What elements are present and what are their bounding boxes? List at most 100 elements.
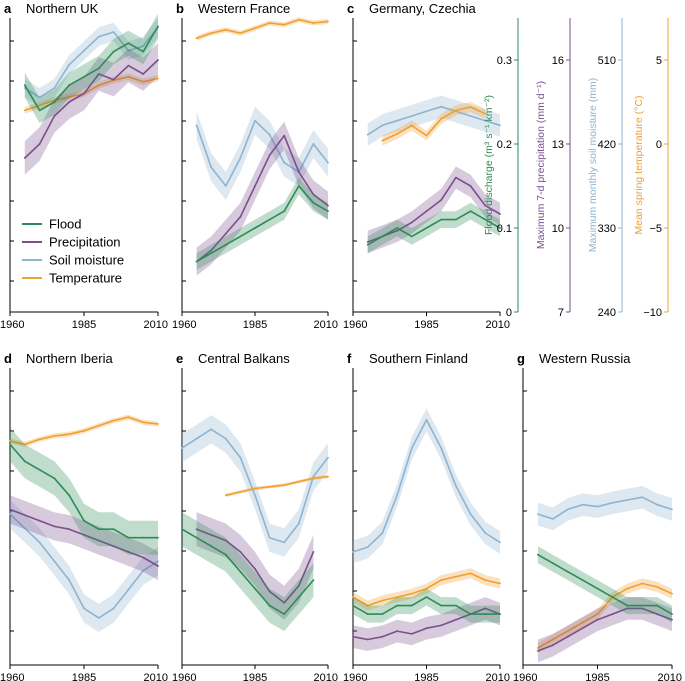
precipitation-point: [254, 567, 256, 570]
precipitation-point: [626, 607, 629, 610]
precipitation-point: [566, 635, 569, 638]
temperature-point: [366, 604, 369, 607]
precipitation-point: [83, 534, 85, 536]
flood-legend-label: Flood: [49, 217, 82, 232]
flood-point: [142, 50, 145, 53]
soil_moisture-point: [499, 124, 501, 127]
temperature-point: [142, 80, 145, 83]
panel-letter: e: [176, 351, 183, 366]
precipitation-point: [127, 551, 130, 553]
flood-point: [210, 252, 213, 255]
precipitation-point: [551, 644, 554, 647]
soil_moisture-point: [224, 185, 227, 187]
flood-point: [97, 528, 100, 531]
soil_moisture-point: [127, 588, 130, 591]
precipitation-point: [210, 534, 213, 536]
soil_moisture-point: [268, 536, 271, 539]
soil_moisture-point: [297, 522, 300, 525]
precipitation-point: [210, 249, 213, 252]
flood-point: [484, 218, 487, 221]
flood-band: [10, 427, 158, 555]
precipitation-point: [366, 638, 369, 641]
precipitation-band: [367, 166, 500, 254]
soil_moisture-point: [312, 143, 315, 145]
panel-title: Western Russia: [539, 351, 631, 366]
temperature-point: [157, 77, 159, 80]
panel-c: 1960 1985 2010 c Germany, Czechia: [343, 1, 510, 331]
flood-point: [23, 460, 26, 463]
precipitation-point: [53, 525, 56, 528]
flood-point: [410, 604, 413, 607]
precipitation-point: [297, 171, 300, 173]
temperature-point: [23, 443, 26, 446]
precipitation-point: [268, 154, 271, 157]
flood-point: [142, 536, 145, 539]
precipitation-point: [38, 519, 41, 522]
flood-point: [611, 596, 614, 598]
soil_moisture-point: [181, 447, 183, 449]
flood-point: [224, 243, 227, 246]
flood-point: [239, 235, 242, 238]
flood-point: [469, 210, 472, 213]
precipitation-axis-tick-label: 10: [552, 223, 564, 235]
flood-point: [68, 84, 71, 87]
soil_moisture-point: [254, 494, 256, 497]
flood-band: [367, 202, 500, 254]
flood-point: [312, 201, 315, 204]
temperature-point: [641, 582, 644, 585]
temperature-point: [581, 621, 584, 624]
soil_moisture-point: [440, 447, 443, 449]
soil_moisture-point: [97, 35, 100, 38]
precipitation-point: [254, 185, 256, 187]
x-tick-label: 2010: [658, 672, 682, 681]
flood-point: [157, 25, 159, 28]
precipitation-point: [97, 73, 100, 75]
soil_moisture-point: [656, 503, 658, 506]
soil_moisture-point: [239, 456, 242, 459]
precipitation-point: [53, 115, 56, 117]
precipitation-point: [596, 618, 599, 621]
temperature-band: [382, 102, 486, 146]
soil_moisture-point: [53, 560, 56, 563]
soil_moisture-point: [195, 124, 198, 127]
soil_moisture-point: [142, 45, 145, 47]
soil_moisture-point: [566, 508, 569, 511]
precipitation-line: [24, 59, 159, 159]
flood-point: [297, 596, 300, 598]
precipitation-point: [38, 143, 41, 145]
temperature-point: [68, 96, 71, 98]
panel-title: Southern Finland: [369, 351, 468, 366]
precipitation-line: [196, 134, 329, 263]
soil_moisture-axis: 240 330 420 510 Maximum monthly soil moistur…: [587, 18, 623, 319]
flood-point: [499, 613, 501, 615]
precipitation-point: [23, 514, 26, 516]
flood-point: [641, 604, 644, 607]
precipitation-axis-tick-label: 13: [552, 139, 564, 151]
temperature-point: [127, 75, 130, 78]
flood-point: [537, 553, 539, 556]
temperature-point: [283, 23, 286, 26]
precipitation-point: [195, 528, 198, 531]
temperature-point: [499, 582, 501, 585]
soil_moisture-point: [239, 157, 242, 159]
soil_moisture-point: [327, 161, 329, 164]
temperature-line: [537, 582, 673, 649]
flood-point: [626, 604, 629, 607]
soil_moisture-point: [381, 532, 384, 534]
flood-point: [366, 613, 369, 615]
flood-point: [157, 536, 159, 539]
x-tick-label: 2010: [486, 672, 510, 681]
precipitation-point: [297, 584, 300, 587]
soil_moisture-point: [142, 569, 145, 572]
temperature-point: [381, 599, 384, 602]
temperature-line: [24, 76, 159, 112]
flood-point: [83, 519, 85, 522]
soil_moisture-point: [9, 513, 11, 515]
soil_moisture-point: [381, 124, 384, 127]
precipitation-point: [455, 176, 457, 179]
temperature-point: [97, 84, 100, 87]
precipitation-point: [440, 624, 443, 627]
temperature-line: [225, 475, 329, 497]
precipitation-point: [157, 565, 159, 567]
